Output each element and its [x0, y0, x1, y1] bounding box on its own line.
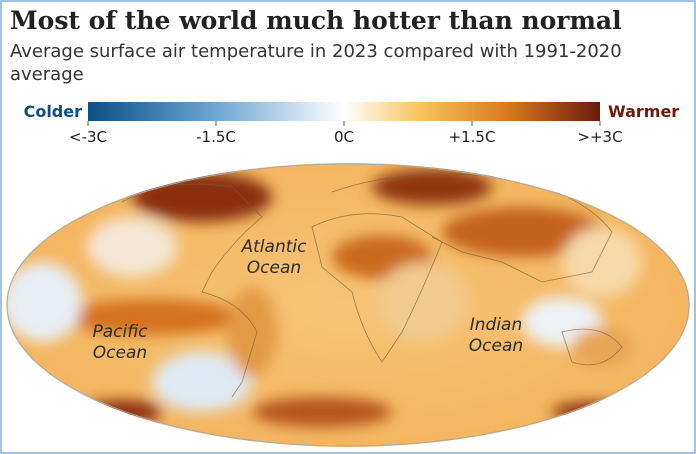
ocean-label: Indian [470, 315, 523, 335]
tick-label: 0C [334, 128, 354, 146]
legend-high: Warmer [608, 102, 679, 121]
ocean-label: Ocean [469, 336, 523, 356]
tick-label: <-3C [69, 128, 107, 146]
ocean-label: Pacific [92, 322, 148, 342]
title: Most of the world much hotter than norma… [10, 6, 622, 35]
ocean-label: Atlantic [241, 237, 308, 257]
ocean-label: Ocean [247, 258, 301, 278]
subtitle: Average surface air temperature in 2023 … [10, 41, 622, 85]
ocean-label: Ocean [93, 343, 147, 363]
tick-label: >+3C [577, 128, 622, 146]
tick-label: -1.5C [196, 128, 236, 146]
tick-label: +1.5C [449, 128, 496, 146]
color-scale [88, 102, 600, 121]
map [6, 163, 690, 447]
legend-low: Colder [24, 102, 83, 121]
